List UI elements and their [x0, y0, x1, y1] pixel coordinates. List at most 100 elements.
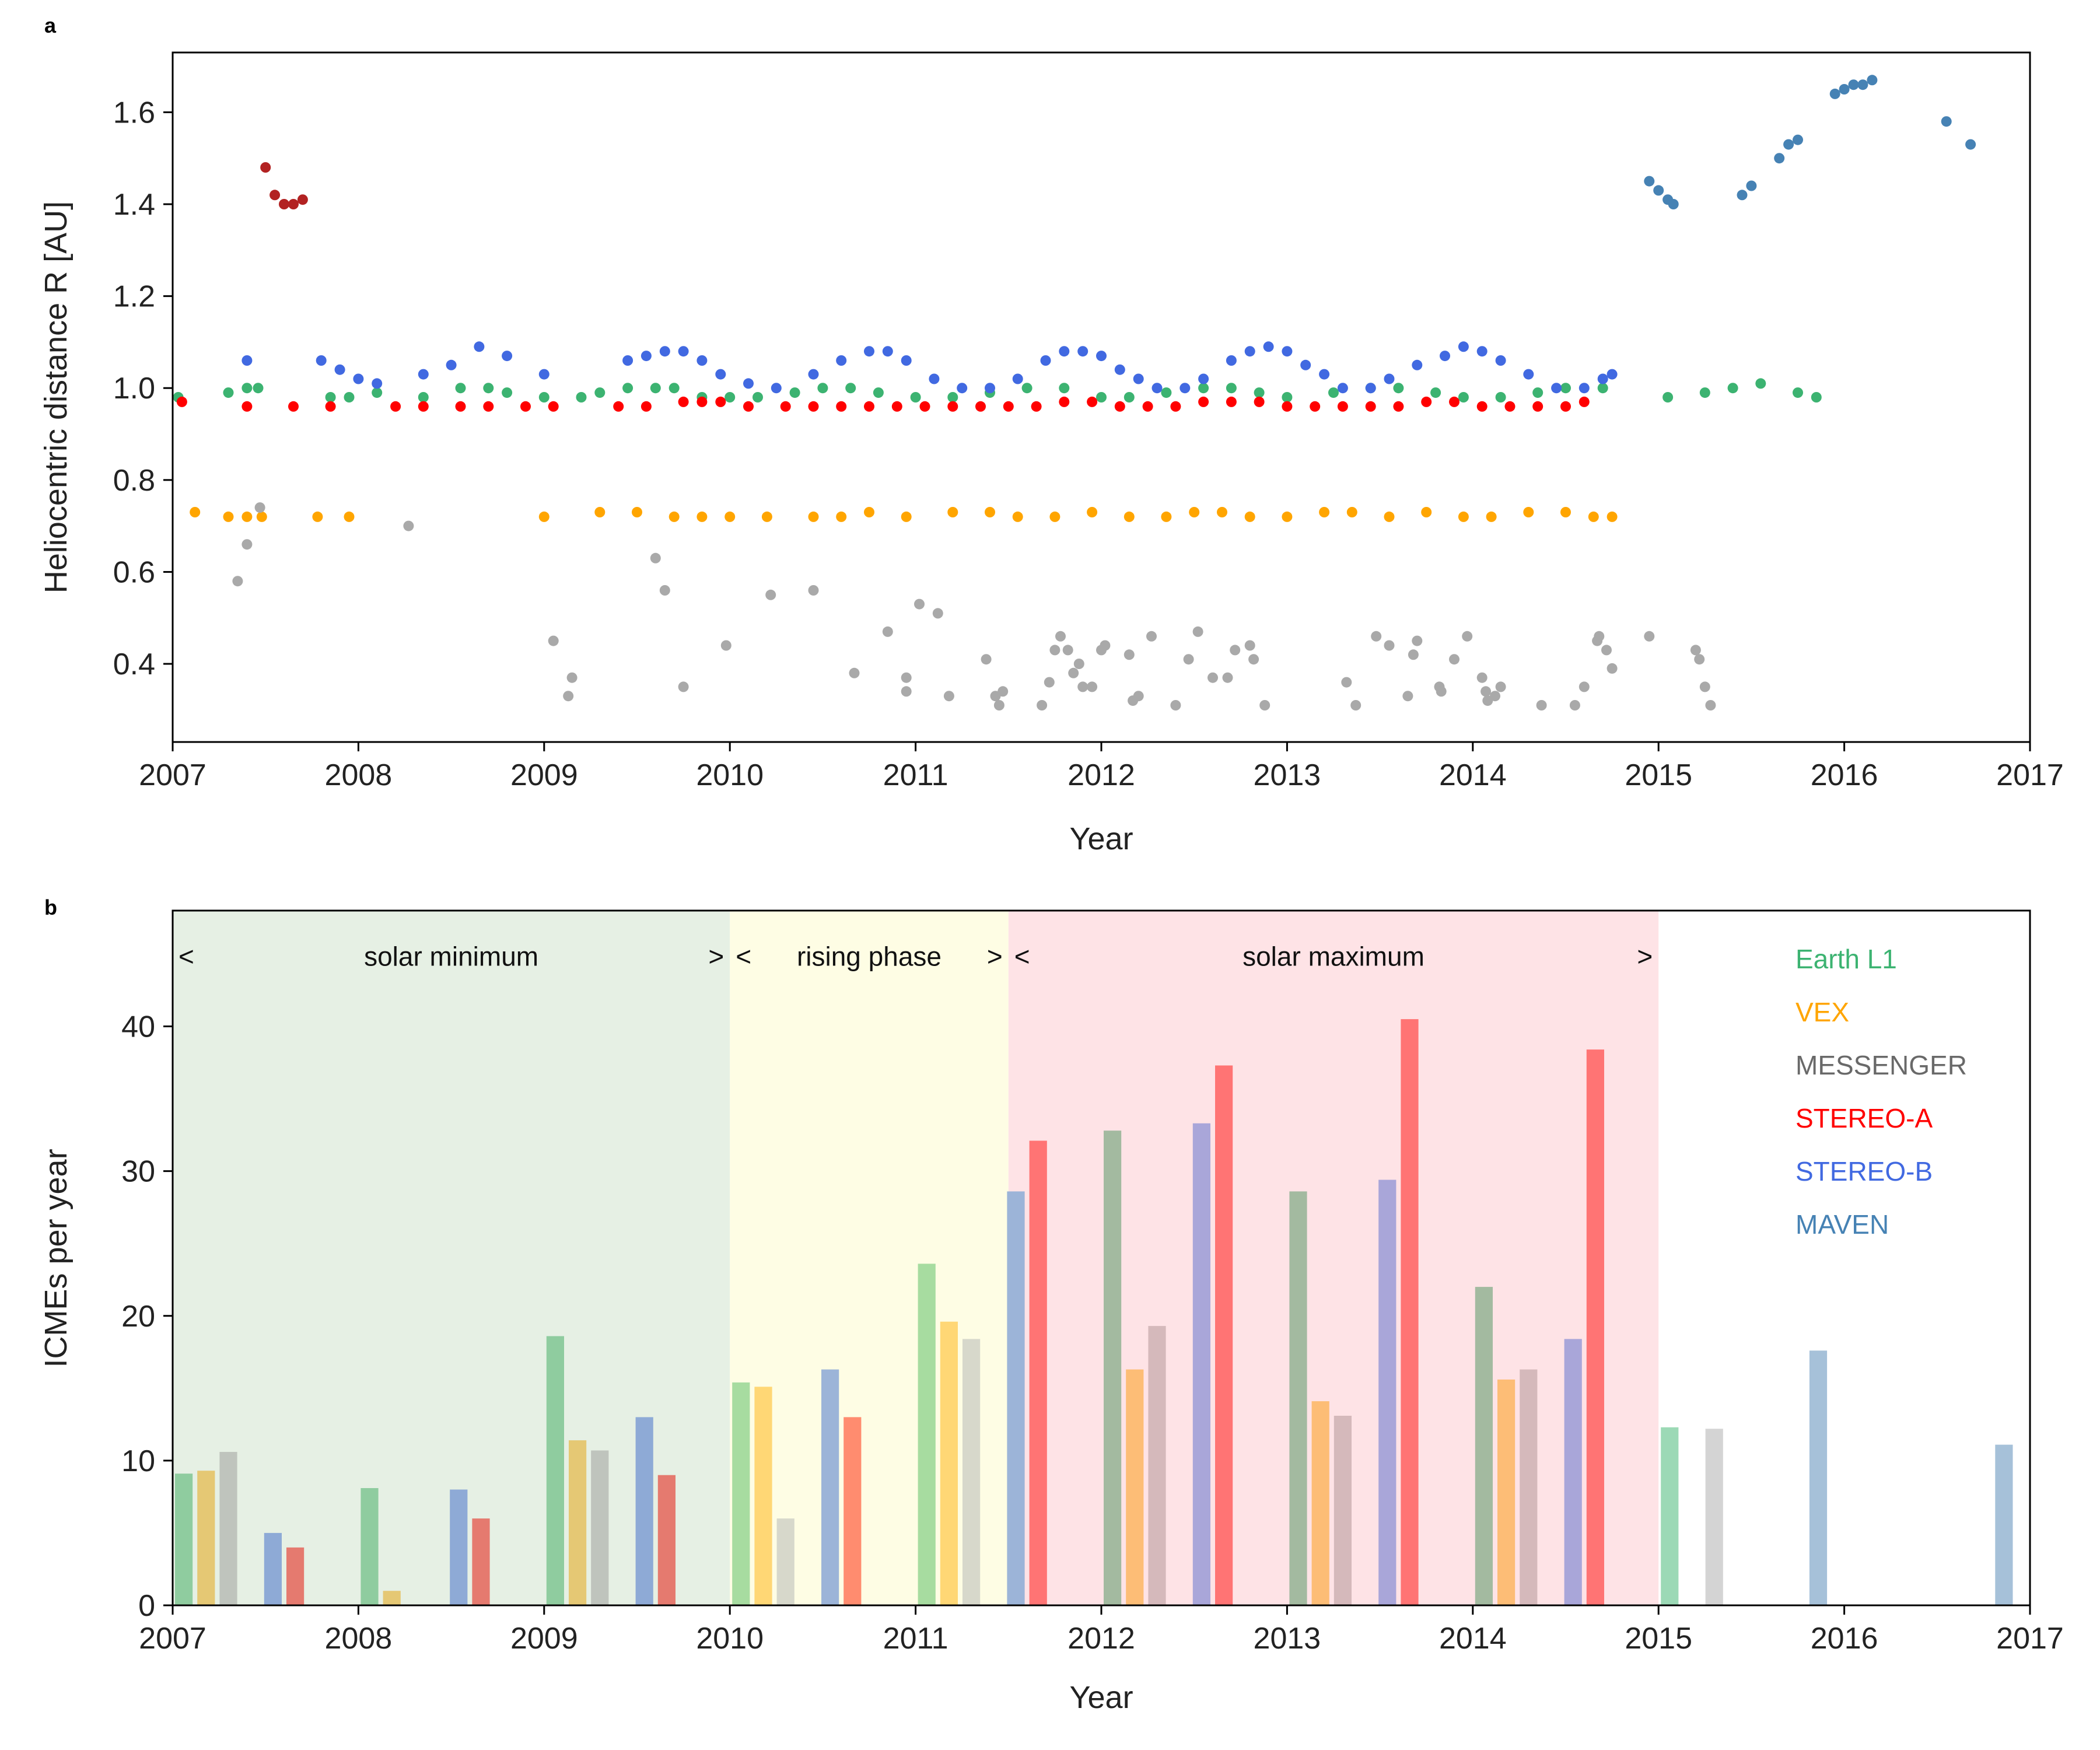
point-ulysses [288, 199, 299, 209]
point-vex [256, 511, 267, 522]
bar-stereo-b [264, 1532, 282, 1605]
point-vex [1588, 511, 1599, 522]
point-stereo_b [1365, 383, 1376, 394]
y-tick-label: 1.0 [113, 372, 155, 405]
bar-earth-l1 [918, 1264, 936, 1605]
phase-end-marker: > [987, 941, 1003, 971]
point-messenger [1100, 640, 1111, 651]
x-tick-label: 2010 [696, 758, 764, 792]
point-messenger [1259, 700, 1270, 710]
point-stereo_b [622, 355, 634, 366]
point-messenger [1371, 631, 1382, 642]
point-messenger [563, 691, 574, 702]
bar-earth-l1 [1475, 1287, 1493, 1605]
y-tick-label: 1.2 [113, 280, 155, 314]
panel-a-label: a [44, 13, 57, 37]
point-stereo_b [715, 369, 726, 380]
legend-entry-stereo-b: STEREO-B [1796, 1156, 1933, 1186]
point-messenger [659, 585, 670, 596]
point-stereo_b [1244, 346, 1255, 357]
x-tick-label: 2017 [1996, 758, 2064, 792]
bar-stereo-a [1215, 1065, 1233, 1605]
legend-entry-earth-l1: Earth L1 [1796, 944, 1897, 974]
point-stereo_b [771, 383, 782, 394]
bar-stereo-b [821, 1369, 839, 1605]
point-earth [668, 383, 680, 394]
point-earth [594, 387, 606, 398]
point-vex [696, 511, 708, 522]
y-tick-label: 1.4 [113, 188, 155, 222]
bar-vex [940, 1321, 958, 1605]
point-vex [1319, 507, 1330, 517]
point-messenger [242, 539, 253, 550]
point-messenger [1606, 663, 1618, 674]
point-earth [502, 387, 513, 398]
point-maven [1829, 88, 1840, 99]
point-earth [1755, 378, 1766, 389]
phase-label: rising phase [797, 941, 942, 971]
point-stereo_a [483, 401, 494, 412]
point-stereo_a [1003, 401, 1014, 412]
point-earth [724, 392, 736, 402]
point-earth [223, 387, 234, 398]
point-vex [808, 511, 819, 522]
point-messenger [1192, 626, 1203, 637]
point-stereo_a [1031, 401, 1042, 412]
bar-stereo-a [657, 1475, 676, 1605]
point-stereo_b [1319, 369, 1330, 380]
point-vex [312, 511, 323, 522]
point-stereo_a [548, 401, 559, 412]
point-earth [1560, 383, 1571, 394]
point-vex [836, 511, 847, 522]
point-earth [1597, 383, 1608, 394]
point-messenger [1208, 672, 1218, 683]
point-stereo_b [1458, 341, 1469, 352]
point-stereo_a [1393, 401, 1404, 412]
x-tick-label: 2015 [1625, 758, 1692, 792]
bar-stereo-a [844, 1417, 862, 1605]
point-stereo_a [1449, 396, 1460, 407]
bar-earth-l1 [1104, 1130, 1122, 1605]
point-stereo_b [418, 369, 429, 380]
y-tick-label: 1.6 [113, 96, 155, 130]
bar-stereo-a [1586, 1049, 1604, 1605]
point-vex [724, 511, 736, 522]
bar-earth-l1 [175, 1474, 193, 1605]
point-earth [325, 392, 336, 402]
point-stereo_b [1198, 373, 1209, 384]
point-messenger [1230, 645, 1241, 656]
point-stereo_b [372, 378, 383, 389]
point-messenger [1536, 700, 1547, 710]
bar-messenger [219, 1452, 237, 1605]
panel-a-scatter: 2007 2008 2009 2010 2011 2012 2013 2014 2015 2016… [38, 51, 2064, 856]
bar-earth-l1 [546, 1336, 564, 1605]
point-maven [1653, 185, 1664, 196]
bar-stereo-b [1192, 1123, 1210, 1605]
point-stereo_b [1440, 351, 1450, 362]
point-maven [1857, 79, 1868, 90]
point-messenger [1244, 640, 1255, 651]
point-messenger [1402, 691, 1413, 702]
panel-b-x-axis-label: Year [1069, 1680, 1133, 1715]
point-messenger [1462, 631, 1473, 642]
point-vex [242, 511, 253, 522]
point-messenger [1055, 631, 1066, 642]
bar-stereo-b [1378, 1180, 1396, 1605]
point-messenger [1037, 700, 1048, 710]
point-messenger [1077, 681, 1088, 692]
point-messenger [901, 672, 912, 683]
point-messenger [403, 520, 414, 531]
point-stereo_b [1226, 355, 1237, 366]
point-stereo_b [1384, 373, 1395, 384]
point-vex [1282, 511, 1293, 522]
x-tick-label: 2016 [1811, 758, 1878, 792]
legend-entry-stereo-a: STEREO-A [1796, 1103, 1933, 1133]
point-earth [538, 392, 550, 402]
point-earth [845, 383, 856, 394]
point-stereo_a [1310, 401, 1321, 412]
point-stereo_b [864, 346, 874, 357]
point-messenger [914, 598, 925, 610]
point-maven [1867, 75, 1878, 86]
point-maven [1848, 79, 1859, 90]
point-stereo_a [418, 401, 429, 412]
